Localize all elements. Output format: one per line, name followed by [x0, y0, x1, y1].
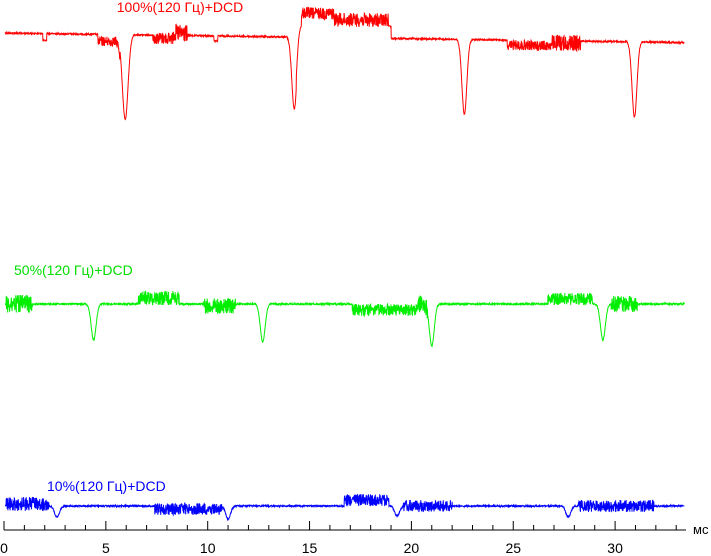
series-line-0	[4, 6, 685, 121]
x-tick-label: 0	[0, 540, 8, 556]
series-layer	[4, 6, 685, 522]
x-axis-unit-label: мс	[693, 522, 709, 537]
x-tick-label: 30	[607, 540, 623, 556]
x-tick-label: 10	[200, 540, 216, 556]
x-tick-label: 25	[505, 540, 521, 556]
x-tick-label: 5	[102, 540, 110, 556]
series-line-2	[4, 494, 685, 522]
x-tick-label: 15	[302, 540, 318, 556]
series-line-1	[4, 290, 685, 348]
x-tick-label: 20	[404, 540, 420, 556]
series-labels: 100%(120 Гц)+DCD 50%(120 Гц)+DCD 10%(120…	[14, 0, 243, 494]
x-axis: 0 5 10 15 20 25 30 мс	[0, 521, 709, 556]
series-label-50: 50%(120 Гц)+DCD	[14, 262, 133, 278]
series-label-100: 100%(120 Гц)+DCD	[117, 0, 244, 15]
series-label-10: 10%(120 Гц)+DCD	[47, 478, 166, 494]
x-axis-ticks: 0 5 10 15 20 25 30	[0, 521, 677, 556]
